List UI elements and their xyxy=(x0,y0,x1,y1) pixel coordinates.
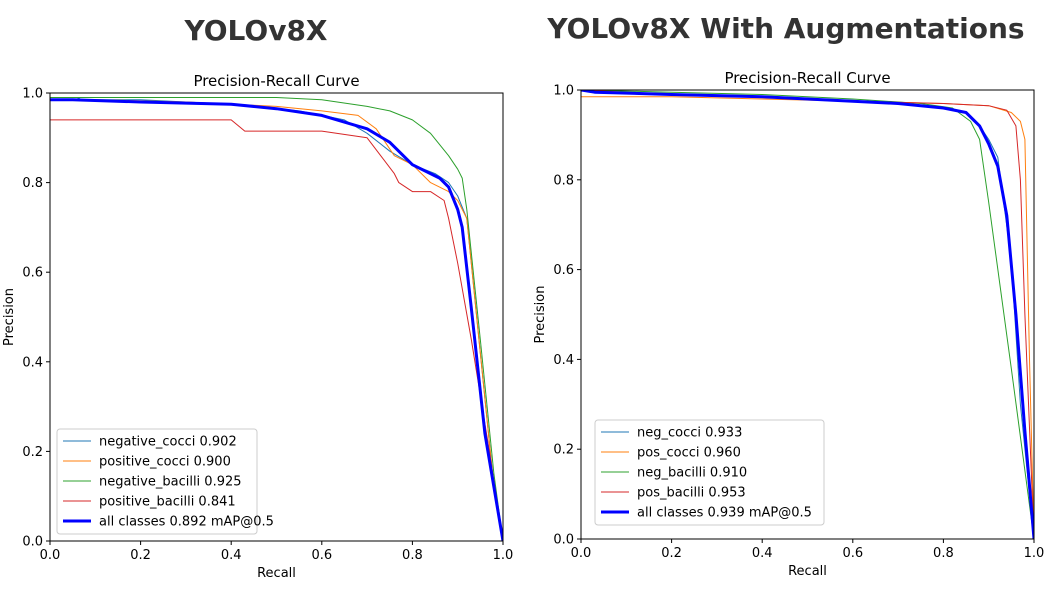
y-tick-label: 0.6 xyxy=(22,266,43,281)
y-tick-label: 0.8 xyxy=(22,176,43,191)
y-tick-label: 0.4 xyxy=(553,353,574,368)
y-axis-label: Precision xyxy=(533,285,548,343)
legend-label-0: neg_cocci 0.933 xyxy=(637,426,742,441)
plot-title: Precision-Recall Curve xyxy=(193,72,359,90)
pr-chart-yolov8x-augmented: Precision-Recall Curve 0.0 0.2 0.4 0.6 0.8 1.0… xyxy=(533,69,1044,579)
series-line-2 xyxy=(50,97,503,541)
series-group xyxy=(50,97,503,541)
y-tick-label: 0.0 xyxy=(22,535,43,550)
x-tick-label: 0.6 xyxy=(842,546,863,561)
x-tick-label: 0.2 xyxy=(661,546,682,561)
x-tick-label: 0.4 xyxy=(752,546,773,561)
plot-title: Precision-Recall Curve xyxy=(724,69,890,87)
y-tick-label: 1.0 xyxy=(22,87,43,102)
y-tick-label: 0.6 xyxy=(553,263,574,278)
x-tick-label: 0.4 xyxy=(221,548,242,563)
legend-label-0: negative_cocci 0.902 xyxy=(99,435,237,450)
x-tick-label: 1.0 xyxy=(1024,546,1045,561)
legend-box xyxy=(56,428,258,535)
pr-chart-yolov8x: Precision-Recall Curve 0.0 0.2 0.4 0.6 0.8 1.0… xyxy=(2,72,513,581)
series-line-4 xyxy=(50,98,503,541)
x-axis-label: Recall xyxy=(257,566,296,581)
y-tick-label: 0.4 xyxy=(22,355,43,370)
x-tick-label: 0.8 xyxy=(402,548,423,563)
legend-label-1: positive_cocci 0.900 xyxy=(99,455,231,470)
axes-frame xyxy=(580,89,1035,540)
y-axis-label: Precision xyxy=(2,288,17,346)
y-tick-label: 1.0 xyxy=(553,84,574,99)
legend-label-2: negative_bacilli 0.925 xyxy=(99,475,242,490)
panel-title-left: YOLOv8X xyxy=(184,14,328,47)
x-tick-label: 0.6 xyxy=(311,548,332,563)
series-line-4 xyxy=(581,90,1034,539)
panel-title-right: YOLOv8X With Augmentations xyxy=(547,12,1025,45)
x-tick-label: 1.0 xyxy=(493,548,514,563)
x-tick-label: 0.0 xyxy=(40,548,61,563)
y-tick-label: 0.2 xyxy=(553,443,574,458)
x-tick-label: 0.2 xyxy=(130,548,151,563)
series-line-2 xyxy=(581,90,1034,539)
legend-label-3: pos_bacilli 0.953 xyxy=(637,486,746,501)
legend-label-2: neg_bacilli 0.910 xyxy=(637,466,747,481)
legend-label-4: all classes 0.939 mAP@0.5 xyxy=(637,506,812,521)
y-tick-label: 0.8 xyxy=(553,173,574,188)
legend: neg_cocci 0.933 pos_cocci 0.960 neg_bacill… xyxy=(594,419,825,526)
y-tick-label: 0.0 xyxy=(553,533,574,548)
legend-label-4: all classes 0.892 mAP@0.5 xyxy=(99,515,274,530)
x-axis-label: Recall xyxy=(788,564,827,579)
legend: negative_cocci 0.902 positive_cocci 0.900… xyxy=(56,428,274,535)
series-line-3 xyxy=(50,119,503,541)
y-tick-label: 0.2 xyxy=(22,445,43,460)
axes-frame xyxy=(49,92,504,542)
legend-label-1: pos_cocci 0.960 xyxy=(637,446,741,461)
legend-box xyxy=(594,419,825,526)
series-group xyxy=(581,90,1034,539)
x-tick-label: 0.0 xyxy=(571,546,592,561)
legend-label-3: positive_bacilli 0.841 xyxy=(99,495,236,510)
x-tick-label: 0.8 xyxy=(933,546,954,561)
